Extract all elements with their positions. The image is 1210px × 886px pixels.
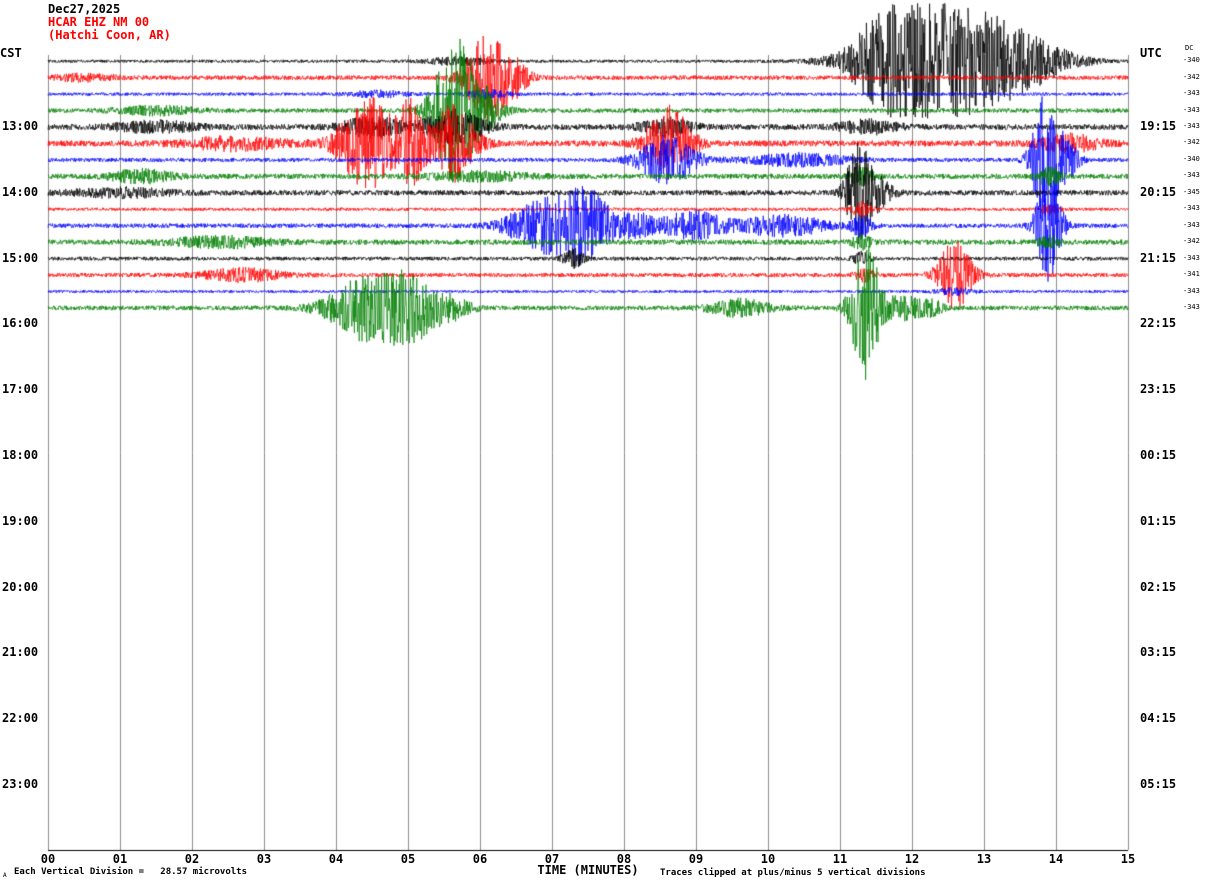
dc-offset-value: -343 <box>1183 302 1200 311</box>
dc-offset-value: -340 <box>1183 56 1200 65</box>
right-hour-label: 01:15 <box>1140 513 1177 528</box>
left-hour-label: 21:00 <box>2 645 39 660</box>
minute-label: 04 <box>328 852 344 866</box>
dc-offset-value: -343 <box>1183 89 1200 98</box>
dc-offset-value: -345 <box>1183 187 1200 196</box>
minute-label: 09 <box>688 852 704 866</box>
right-hour-label: 00:15 <box>1140 448 1177 462</box>
right-hour-label: 04:15 <box>1140 711 1177 726</box>
minute-label: 11 <box>832 852 848 866</box>
minute-label: 14 <box>1048 852 1064 866</box>
dc-offset-header: DC <box>1185 44 1194 52</box>
right-hour-label: 21:15 <box>1140 250 1177 265</box>
minute-label: 00 <box>40 852 56 866</box>
minute-label: 12 <box>904 852 920 866</box>
dc-offset-value: -342 <box>1183 237 1200 246</box>
dc-offset-value: -340 <box>1183 154 1200 163</box>
right-hour-label: 23:15 <box>1140 382 1177 397</box>
left-hour-label: 20:00 <box>2 579 39 594</box>
left-hour-label: 19:00 <box>2 513 39 528</box>
left-hour-label: 18:00 <box>2 448 39 462</box>
right-hour-label: 03:15 <box>1140 645 1177 660</box>
dc-offset-value: -343 <box>1183 171 1200 180</box>
right-hour-label: 02:15 <box>1140 579 1177 594</box>
left-hour-label: 22:00 <box>2 711 39 726</box>
minute-label: 01 <box>112 852 128 866</box>
left-hour-label: 15:00 <box>2 250 39 265</box>
dc-offset-value: -343 <box>1183 105 1200 114</box>
right-hour-label: 22:15 <box>1140 316 1177 331</box>
minute-label: 13 <box>976 852 992 866</box>
dc-offset-value: -341 <box>1183 270 1200 279</box>
dc-offset-value: -343 <box>1183 253 1200 262</box>
left-timezone-label: CST <box>0 46 22 60</box>
right-timezone-label: UTC <box>1140 46 1162 60</box>
minute-label: 08 <box>616 852 632 866</box>
station-code: HCAR EHZ NM 00 <box>48 15 150 29</box>
record-date: Dec27,2025 <box>48 2 121 16</box>
minute-label: 02 <box>184 852 200 866</box>
right-hour-label: 20:15 <box>1140 184 1177 199</box>
minute-label: 03 <box>256 852 272 866</box>
minute-label: 10 <box>760 852 776 866</box>
minute-label: 15 <box>1120 852 1136 866</box>
dc-offset-value: -343 <box>1183 286 1200 295</box>
station-location: (Hatchi Coon, AR) <box>48 28 171 42</box>
left-hour-label: 23:00 <box>2 777 39 791</box>
dc-offset-value: -342 <box>1183 138 1200 147</box>
left-hour-label: 13:00 <box>2 119 39 133</box>
dc-offset-value: -343 <box>1183 220 1200 229</box>
dc-offset-value: -343 <box>1183 122 1200 130</box>
left-hour-label: 16:00 <box>2 316 39 331</box>
minute-label: 07 <box>544 852 560 866</box>
clip-note: Traces clipped at plus/minus 5 vertical … <box>660 868 926 878</box>
scale-note: Each Vertical Division = 28.57 microvolt… <box>14 867 247 877</box>
dc-offset-value: -342 <box>1183 72 1200 81</box>
right-hour-label: 19:15 <box>1140 119 1177 133</box>
dc-offset-value: -343 <box>1183 204 1200 213</box>
left-hour-label: 14:00 <box>2 184 39 199</box>
minute-label: 05 <box>400 852 416 866</box>
minute-label: 06 <box>472 852 488 866</box>
corner-mark: A <box>3 872 7 879</box>
right-hour-label: 05:15 <box>1140 777 1177 791</box>
left-hour-label: 17:00 <box>2 382 39 397</box>
x-axis-title: TIME (MINUTES) <box>537 863 639 877</box>
